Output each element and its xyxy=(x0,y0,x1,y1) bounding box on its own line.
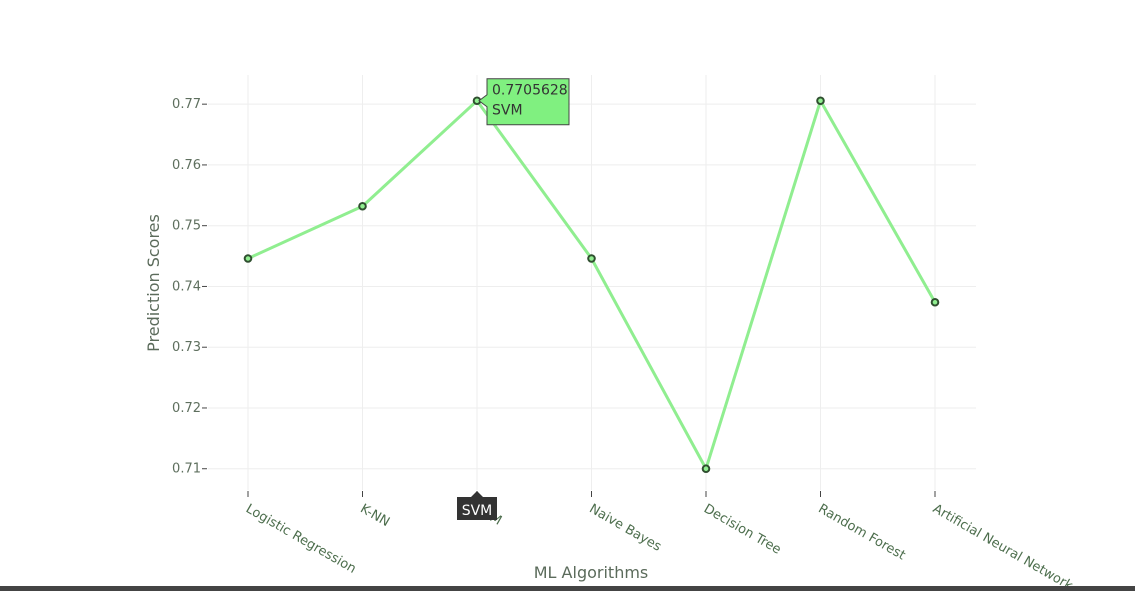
y-tick-label: 0.71 xyxy=(172,462,201,477)
tooltip-box xyxy=(478,78,570,126)
x-tick-label: K-NN xyxy=(358,501,393,530)
tooltip-label: SVM xyxy=(492,103,523,119)
y-axis-ticks: 0.71 0.72 0.73 0.74 0.75 0.76 0.77 xyxy=(172,97,207,477)
y-tick-label: 0.77 xyxy=(172,97,201,112)
tooltip-value: 0.7705628 xyxy=(492,83,568,99)
hover-tooltip: 0.7705628 SVM SVM xyxy=(457,78,570,520)
x-tick-label: Logistic Regression xyxy=(243,501,358,576)
y-tick-label: 0.74 xyxy=(172,279,201,294)
y-tick-label: 0.73 xyxy=(172,340,201,355)
x-tick-label: Random Forest xyxy=(816,501,908,563)
x-axis-title: ML Algorithms xyxy=(534,563,649,582)
data-point[interactable] xyxy=(243,254,253,263)
gridlines xyxy=(208,75,976,490)
x-hover-label: SVM xyxy=(462,503,493,519)
y-tick-label: 0.72 xyxy=(172,401,201,416)
data-point[interactable] xyxy=(358,201,367,211)
x-tick-label: Naive Bayes xyxy=(587,501,664,554)
data-points[interactable] xyxy=(243,96,940,474)
x-tick-label: Decision Tree xyxy=(701,501,783,557)
x-tick-label: Artificial Neural Network xyxy=(930,501,1076,591)
data-point[interactable] xyxy=(930,297,940,307)
y-tick-label: 0.76 xyxy=(172,158,201,173)
y-tick-label: 0.75 xyxy=(172,219,201,234)
data-point[interactable] xyxy=(701,464,711,474)
bottom-bar xyxy=(0,586,1135,591)
data-point[interactable] xyxy=(816,96,825,106)
y-axis-title: Prediction Scores xyxy=(144,214,163,352)
data-point[interactable] xyxy=(587,254,596,263)
x-hover-label-box xyxy=(457,491,497,520)
